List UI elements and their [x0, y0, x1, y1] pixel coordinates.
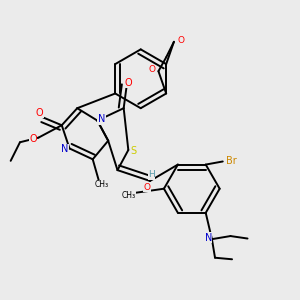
Text: CH₃: CH₃: [122, 191, 136, 200]
Text: O: O: [148, 65, 155, 74]
Text: O: O: [29, 134, 37, 144]
Text: O: O: [177, 36, 184, 45]
Text: S: S: [131, 146, 137, 156]
Text: N: N: [98, 114, 105, 124]
Text: H: H: [148, 170, 155, 179]
Text: Br: Br: [226, 157, 237, 166]
Text: O: O: [143, 183, 150, 192]
Text: N: N: [61, 144, 68, 154]
Text: O: O: [124, 77, 132, 88]
Text: CH₃: CH₃: [94, 180, 109, 189]
Text: O: O: [36, 108, 43, 118]
Text: N: N: [205, 232, 212, 243]
